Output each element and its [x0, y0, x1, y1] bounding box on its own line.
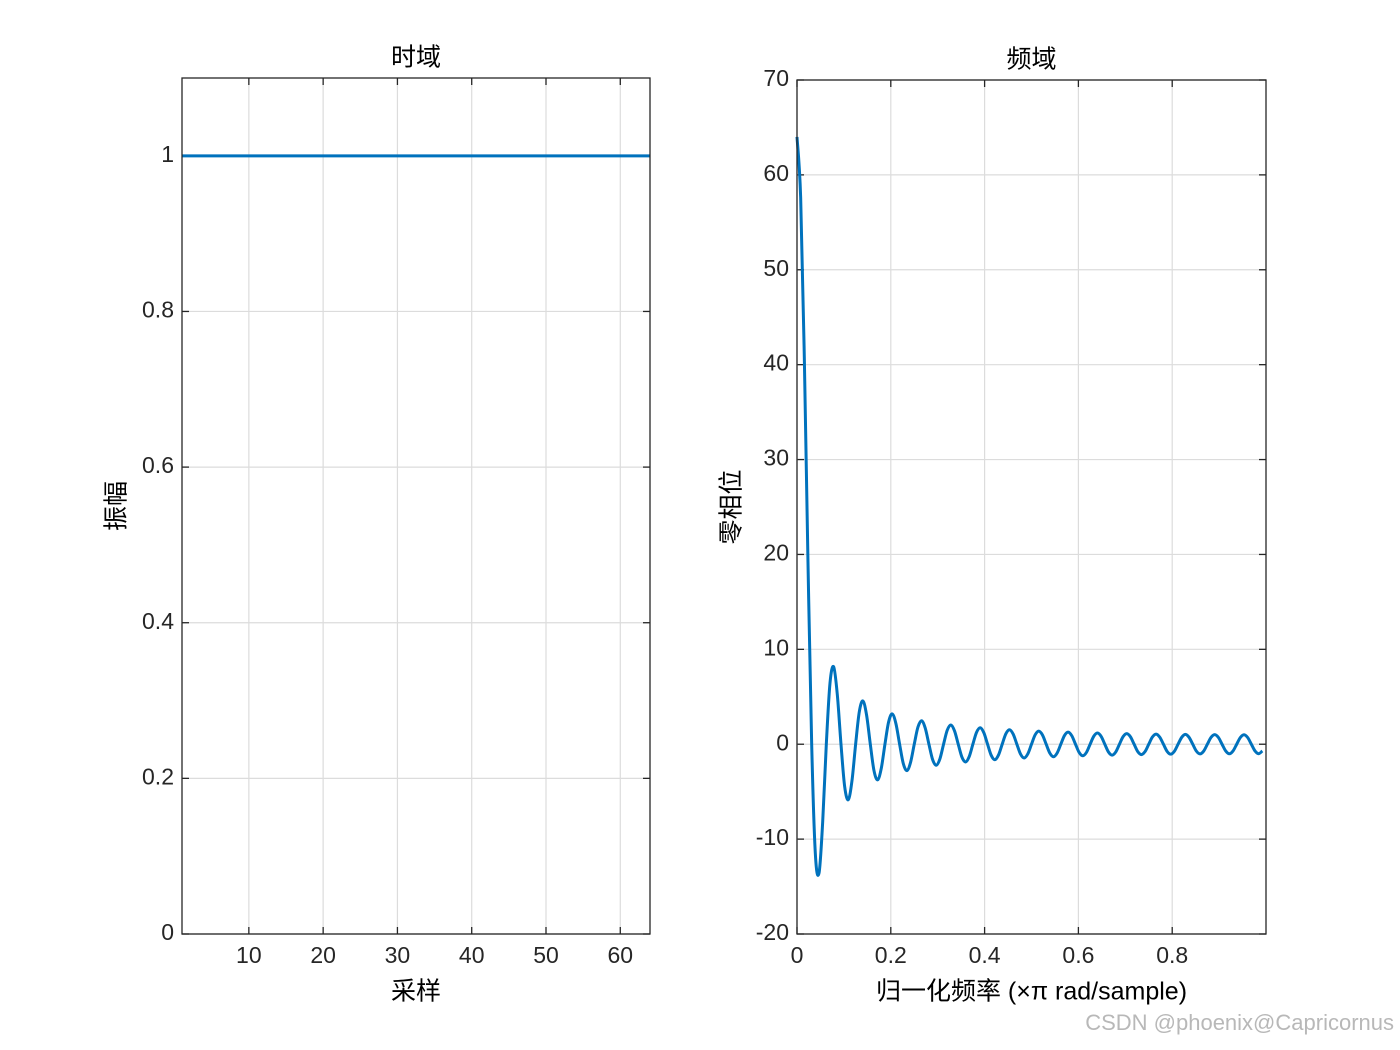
x-tick-label: 50: [533, 942, 559, 968]
y-tick-label: 0: [776, 729, 789, 755]
data-line: [795, 136, 1264, 877]
axes-box: [181, 77, 651, 935]
axes-box: [796, 79, 1267, 935]
x-tick-label: 40: [459, 942, 485, 968]
y-tick-label: 0.4: [142, 608, 174, 634]
y-tick-label: 0.2: [142, 763, 174, 789]
chart-title: 时域: [391, 44, 441, 72]
y-tick-label: 10: [763, 634, 789, 660]
x-tick-label: 0.2: [875, 942, 907, 968]
x-tick-label: 0.4: [969, 942, 1001, 968]
x-axis-label: 归一化频率 (×π rad/sample): [876, 978, 1187, 1006]
y-tick-label: 60: [763, 160, 789, 186]
y-tick-label: 0: [161, 919, 174, 945]
y-tick-label: 1: [161, 141, 174, 167]
x-tick-label: 0.8: [1156, 942, 1188, 968]
y-tick-label: -20: [756, 919, 789, 945]
y-tick-label: 40: [763, 350, 789, 376]
y-axis-label: 振幅: [103, 481, 131, 531]
y-tick-label: 0.8: [142, 297, 174, 323]
x-tick-label: 10: [236, 942, 262, 968]
x-tick-label: 0: [791, 942, 804, 968]
x-axis-label: 采样: [391, 978, 441, 1006]
y-tick-label: 50: [763, 255, 789, 281]
x-tick-label: 30: [385, 942, 411, 968]
y-tick-label: 0.6: [142, 452, 174, 478]
x-tick-label: 0.6: [1062, 942, 1094, 968]
x-tick-label: 20: [310, 942, 336, 968]
y-tick-label: 20: [763, 540, 789, 566]
y-tick-label: -10: [756, 824, 789, 850]
x-tick-label: 60: [607, 942, 633, 968]
y-axis-label: 零相位: [718, 469, 746, 544]
y-tick-label: 70: [763, 65, 789, 91]
y-tick-label: 30: [763, 445, 789, 471]
watermark: CSDN @phoenix@Capricornus: [1085, 1010, 1394, 1035]
chart-title: 频域: [1006, 46, 1056, 74]
